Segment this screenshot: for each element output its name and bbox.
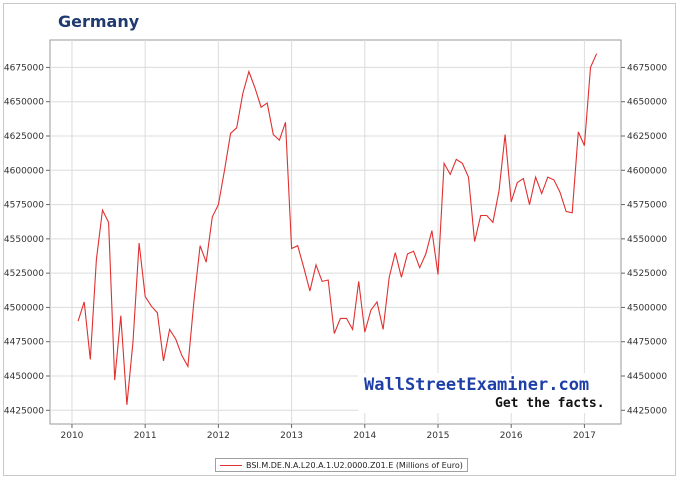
x-tick-label: 2014 — [353, 431, 376, 441]
x-tick-label: 2011 — [134, 431, 157, 441]
y-tick-label: 4550000 — [627, 235, 667, 245]
x-tick-label: 2010 — [61, 431, 84, 441]
legend-swatch — [220, 464, 242, 466]
y-tick-label: 4675000 — [4, 63, 44, 73]
x-axis: 2010 2011 2012 2013 2014 2015 2016 2017 — [61, 424, 596, 441]
y-tick-label: 4575000 — [4, 201, 44, 211]
watermark-tagline: Get the facts. — [495, 396, 605, 411]
y-tick-label: 4525000 — [627, 269, 667, 279]
series-group — [77, 53, 598, 405]
watermark: WallStreetExaminer.com Get the facts. — [358, 373, 620, 413]
x-tick-label: 2015 — [427, 431, 450, 441]
legend-label: BSI.M.DE.N.A.L20.A.1.U2.0000.Z01.E (Mill… — [246, 460, 463, 470]
y-tick-label: 4675000 — [627, 63, 667, 73]
plot-area — [49, 39, 622, 425]
y-tick-label: 4425000 — [4, 406, 44, 416]
y-tick-label: 4500000 — [627, 303, 667, 313]
y-tick-label: 4475000 — [627, 338, 667, 348]
x-tick-label: 2017 — [573, 431, 596, 441]
y-axis-left: 4425000 4450000 4475000 4500000 4525000 45500… — [4, 63, 50, 416]
x-tick-label: 2012 — [207, 431, 230, 441]
y-tick-label: 4500000 — [4, 303, 44, 313]
legend: BSI.M.DE.N.A.L20.A.1.U2.0000.Z01.E (Mill… — [215, 458, 468, 472]
y-tick-label: 4575000 — [627, 201, 667, 211]
y-tick-label: 4550000 — [4, 235, 44, 245]
chart-title: Germany — [58, 12, 140, 31]
y-tick-label: 4600000 — [4, 166, 44, 176]
watermark-site: WallStreetExaminer.com — [364, 375, 589, 395]
y-tick-label: 4650000 — [627, 98, 667, 108]
series-line — [77, 53, 598, 405]
y-tick-label: 4600000 — [627, 166, 667, 176]
y-tick-label: 4625000 — [4, 132, 44, 142]
watermark-background — [358, 373, 620, 413]
y-tick-label: 4525000 — [4, 269, 44, 279]
y-tick-label: 4650000 — [4, 98, 44, 108]
y-tick-label: 4450000 — [4, 372, 44, 382]
y-tick-label: 4625000 — [627, 132, 667, 142]
grid-lines — [50, 40, 621, 424]
y-tick-label: 4450000 — [627, 372, 667, 382]
y-axis-right: 4425000 4450000 4475000 4500000 4525000 45500… — [621, 63, 667, 416]
x-tick-label: 2016 — [500, 431, 523, 441]
y-tick-label: 4475000 — [4, 338, 44, 348]
x-tick-label: 2013 — [280, 431, 303, 441]
y-tick-label: 4425000 — [627, 406, 667, 416]
